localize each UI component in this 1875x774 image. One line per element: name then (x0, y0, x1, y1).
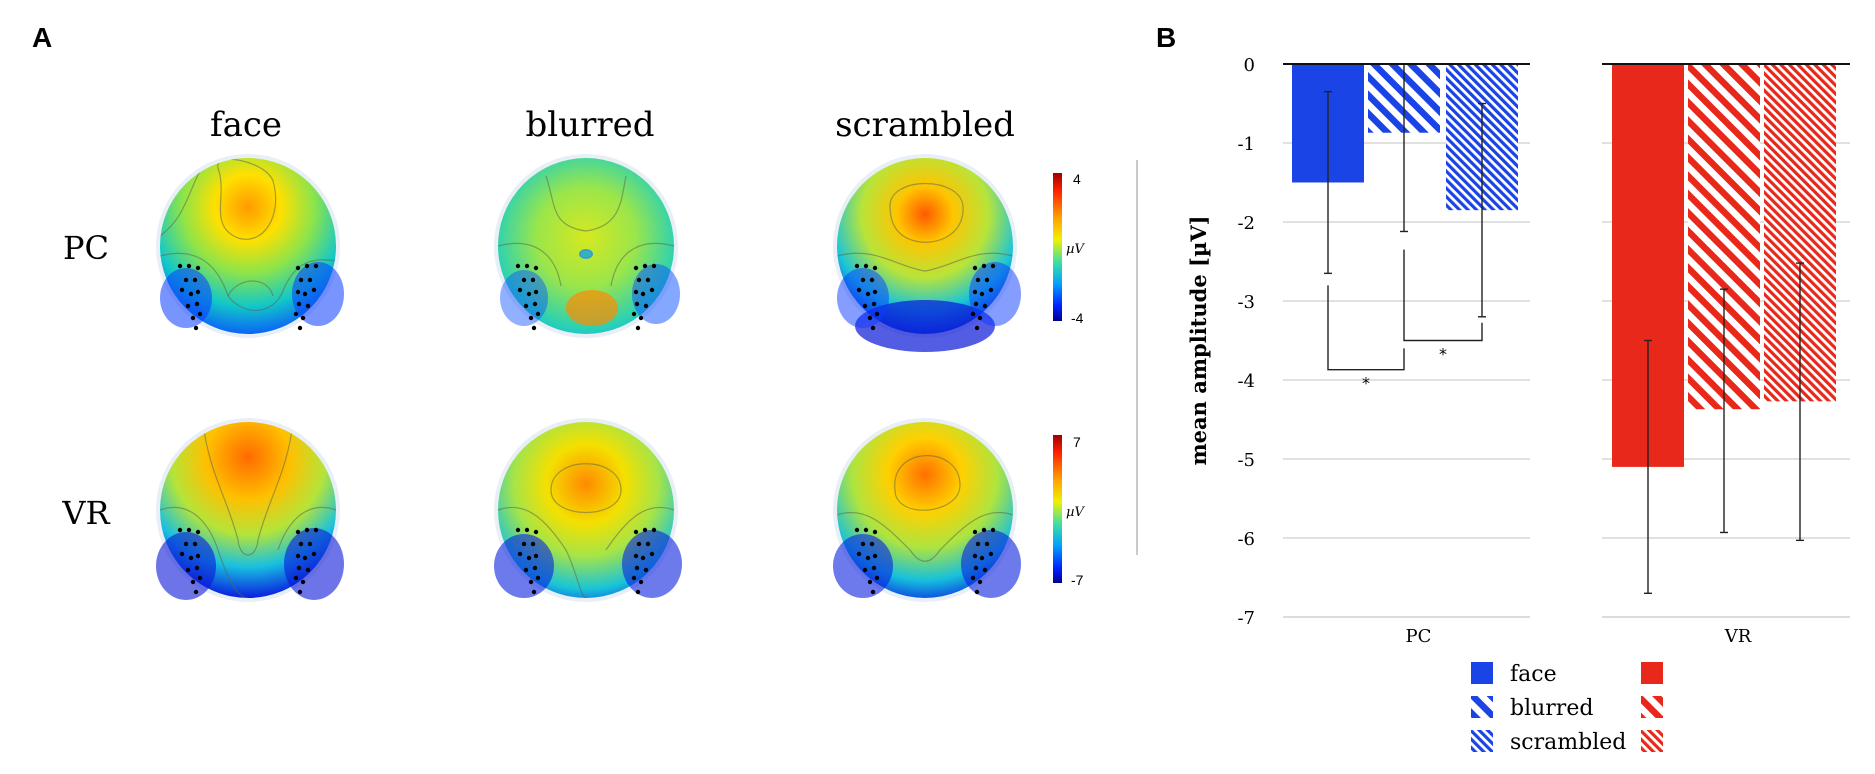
electrode-markers (177, 263, 319, 331)
topomap-vr-blurred (494, 418, 682, 602)
colorbar-vr-unit: µV (1066, 505, 1085, 520)
legend: face blurred scrambled (1471, 662, 1663, 755)
colorbar-pc-unit: µV (1066, 242, 1085, 257)
legend-swatch-pc-scrambled (1471, 730, 1493, 752)
y-tick-label: 0 (1244, 55, 1255, 76)
x-tick-label: VR (1724, 626, 1752, 647)
significance-star: * (1362, 374, 1370, 393)
panel-b: B 0 -1 -2 -3 -4 -5 -6 -7 mean amplitude [µV] PC… (1156, 22, 1850, 755)
x-tick-labels: PC VR (1283, 616, 1850, 647)
topomap-pc-face (156, 154, 344, 338)
topomap-pc-scrambled (833, 154, 1021, 352)
y-tick-label: -7 (1237, 608, 1255, 629)
colorbar-pc-scale (1053, 173, 1062, 321)
column-title-blurred: blurred (526, 105, 655, 145)
legend-swatch-vr-scrambled (1641, 730, 1663, 752)
colorbar-vr-max: 7 (1073, 434, 1081, 450)
error-bars (1324, 63, 1804, 594)
row-title-vr: VR (61, 494, 110, 532)
significance-star: * (1439, 345, 1447, 364)
panel-a-label: A (32, 22, 52, 53)
colorbar-vr-scale (1053, 435, 1062, 583)
y-tick-labels: 0 -1 -2 -3 -4 -5 -6 -7 (1237, 55, 1255, 629)
colorbar-vr: 7 µV -7 (1053, 434, 1085, 588)
colorbar-pc: 4 µV -4 (1053, 171, 1085, 326)
significance-bracket (1403, 249, 1483, 342)
y-tick-label: -4 (1237, 371, 1255, 392)
y-axis-label: mean amplitude [µV] (1186, 215, 1211, 465)
panel-a: A face blurred scrambled PC VR (32, 22, 1138, 602)
y-tick-label: -5 (1237, 450, 1255, 471)
y-tick-label: -3 (1237, 292, 1255, 313)
colorbar-pc-min: -4 (1071, 310, 1084, 326)
significance-brackets: ** (1327, 249, 1483, 393)
panel-b-label: B (1156, 22, 1176, 53)
legend-label-blurred: blurred (1510, 696, 1593, 721)
legend-label-face: face (1510, 662, 1557, 687)
legend-swatch-pc-face (1471, 662, 1493, 684)
topomap-pc-blurred (494, 154, 680, 338)
y-tick-label: -1 (1237, 134, 1255, 155)
legend-swatch-vr-face (1641, 662, 1663, 684)
column-title-scrambled: scrambled (835, 105, 1015, 145)
colorbar-pc-max: 4 (1073, 171, 1081, 187)
legend-label-scrambled: scrambled (1510, 730, 1626, 755)
row-title-pc: PC (63, 229, 109, 267)
topomap-vr-face (156, 418, 344, 602)
legend-swatch-vr-blurred (1641, 696, 1663, 718)
bars (1292, 64, 1836, 467)
colorbar-vr-min: -7 (1071, 572, 1084, 588)
significance-bracket (1327, 285, 1405, 371)
column-title-face: face (210, 105, 282, 145)
y-tick-label: -6 (1237, 529, 1255, 550)
y-tick-label: -2 (1237, 213, 1255, 234)
topomap-vr-scrambled (833, 418, 1021, 602)
x-tick-label: PC (1406, 626, 1432, 647)
legend-swatch-pc-blurred (1471, 696, 1493, 718)
